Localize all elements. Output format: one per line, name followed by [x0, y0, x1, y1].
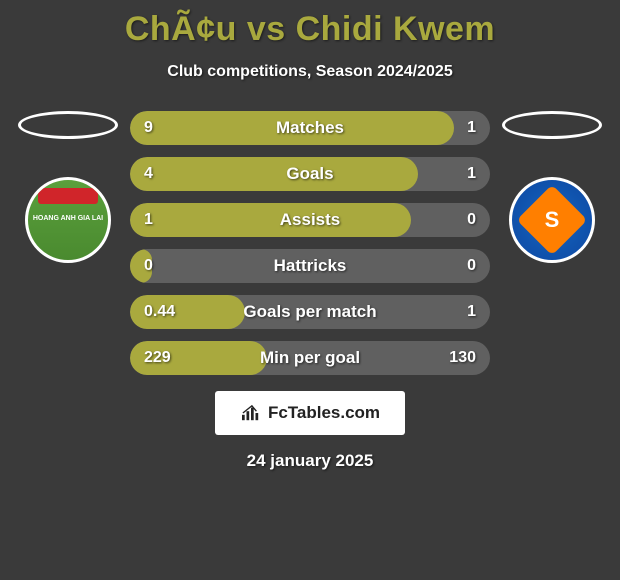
- stat-left-value: 0.44: [144, 303, 175, 321]
- stat-right-value: 0: [467, 211, 476, 229]
- right-player-side: [502, 111, 602, 263]
- left-ellipse: [18, 111, 118, 139]
- stat-left-value: 229: [144, 349, 171, 367]
- right-ellipse: [502, 111, 602, 139]
- stat-label: Goals: [286, 164, 333, 184]
- left-club-name: HOANG ANH GIA LAI: [33, 215, 103, 223]
- stat-bar: 0 Hattricks 0: [130, 249, 490, 283]
- stat-right-value: 1: [467, 119, 476, 137]
- stat-bar: 9 Matches 1: [130, 111, 490, 145]
- stat-bar: 229 Min per goal 130: [130, 341, 490, 375]
- stat-right-value: 130: [449, 349, 476, 367]
- stat-left-value: 1: [144, 211, 153, 229]
- stat-bar-fill: [130, 203, 411, 237]
- stat-bar: 4 Goals 1: [130, 157, 490, 191]
- stat-bar-fill: [130, 157, 418, 191]
- brand-chart-icon: [240, 404, 262, 422]
- stat-label: Goals per match: [243, 302, 376, 322]
- brand-text: FcTables.com: [268, 403, 380, 423]
- footer-date: 24 january 2025: [0, 451, 620, 471]
- stat-label: Min per goal: [260, 348, 360, 368]
- brand-box: FcTables.com: [215, 391, 405, 435]
- stat-label: Assists: [280, 210, 340, 230]
- stat-bar: 0.44 Goals per match 1: [130, 295, 490, 329]
- stat-right-value: 0: [467, 257, 476, 275]
- subtitle: Club competitions, Season 2024/2025: [0, 63, 620, 81]
- stat-left-value: 0: [144, 257, 153, 275]
- page-title: ChÃ¢u vs Chidi Kwem: [0, 0, 620, 49]
- stat-right-value: 1: [467, 303, 476, 321]
- right-club-logo: [509, 177, 595, 263]
- stat-label: Matches: [276, 118, 344, 138]
- left-player-side: HOANG ANH GIA LAI: [18, 111, 118, 263]
- stat-left-value: 9: [144, 119, 153, 137]
- right-club-logo-inner: [517, 185, 588, 256]
- stat-label: Hattricks: [274, 256, 347, 276]
- stat-right-value: 1: [467, 165, 476, 183]
- comparison-bars: 9 Matches 1 4 Goals 1 1 Assists 0 0 Hattricks 0 0.44…: [130, 111, 490, 375]
- left-club-logo: HOANG ANH GIA LAI: [25, 177, 111, 263]
- stat-left-value: 4: [144, 165, 153, 183]
- comparison-content: HOANG ANH GIA LAI 9 Matches 1 4 Goals 1 1 Assis…: [0, 111, 620, 375]
- stat-bar: 1 Assists 0: [130, 203, 490, 237]
